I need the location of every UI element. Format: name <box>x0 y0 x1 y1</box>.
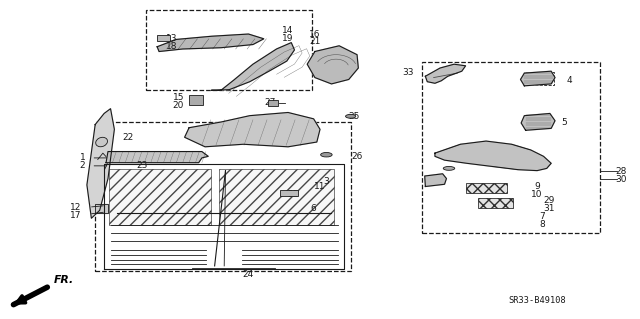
Text: 18: 18 <box>166 42 177 51</box>
Text: 17: 17 <box>70 211 82 219</box>
Text: 29: 29 <box>543 196 554 205</box>
Bar <box>422 62 600 233</box>
Text: 11: 11 <box>314 182 326 191</box>
Bar <box>478 197 513 208</box>
Text: 4: 4 <box>566 76 572 85</box>
Bar <box>95 122 351 271</box>
Text: 33: 33 <box>403 68 414 77</box>
Polygon shape <box>87 109 115 218</box>
Text: 8: 8 <box>540 220 545 229</box>
Polygon shape <box>211 43 294 90</box>
Polygon shape <box>95 204 108 213</box>
Text: 28: 28 <box>616 167 627 176</box>
Text: 6: 6 <box>311 204 317 213</box>
Polygon shape <box>435 141 551 171</box>
Text: FR.: FR. <box>54 275 74 285</box>
Bar <box>280 190 298 196</box>
Bar <box>157 35 170 41</box>
Text: 20: 20 <box>173 101 184 110</box>
Polygon shape <box>520 71 555 86</box>
Bar <box>147 10 312 90</box>
Text: 9: 9 <box>534 182 540 191</box>
Polygon shape <box>307 46 358 84</box>
Ellipse shape <box>96 137 108 147</box>
Text: 15: 15 <box>172 93 184 102</box>
Text: 30: 30 <box>616 175 627 184</box>
Text: 23: 23 <box>137 161 148 170</box>
Text: 3: 3 <box>323 177 329 186</box>
Polygon shape <box>426 64 466 83</box>
Ellipse shape <box>321 152 332 157</box>
Text: 21: 21 <box>309 38 321 47</box>
Text: 13: 13 <box>166 34 177 43</box>
Text: 16: 16 <box>309 30 321 39</box>
Bar <box>466 183 507 193</box>
Text: 32: 32 <box>287 190 299 199</box>
Text: 31: 31 <box>543 204 554 213</box>
Text: SR33-B49108: SR33-B49108 <box>508 296 566 305</box>
Text: 24: 24 <box>243 270 254 279</box>
Text: 2: 2 <box>79 161 85 170</box>
Text: 10: 10 <box>531 190 543 199</box>
Bar <box>109 169 211 225</box>
Text: 1: 1 <box>79 153 85 162</box>
Polygon shape <box>521 114 555 130</box>
Text: 19: 19 <box>282 34 294 43</box>
Text: 7: 7 <box>540 212 545 221</box>
Ellipse shape <box>346 115 356 118</box>
Text: 27: 27 <box>264 98 276 107</box>
Polygon shape <box>106 152 208 163</box>
Text: 5: 5 <box>561 118 567 128</box>
Text: 26: 26 <box>351 152 363 161</box>
Bar <box>525 72 554 85</box>
Text: 12: 12 <box>70 203 82 211</box>
Bar <box>219 169 334 225</box>
Text: 25: 25 <box>348 112 360 121</box>
Text: 14: 14 <box>282 26 294 35</box>
Bar <box>189 95 203 105</box>
Text: 22: 22 <box>123 133 134 142</box>
Ellipse shape <box>444 167 455 170</box>
Bar <box>268 100 278 106</box>
Polygon shape <box>157 34 264 51</box>
Polygon shape <box>425 174 447 187</box>
Polygon shape <box>184 113 320 147</box>
